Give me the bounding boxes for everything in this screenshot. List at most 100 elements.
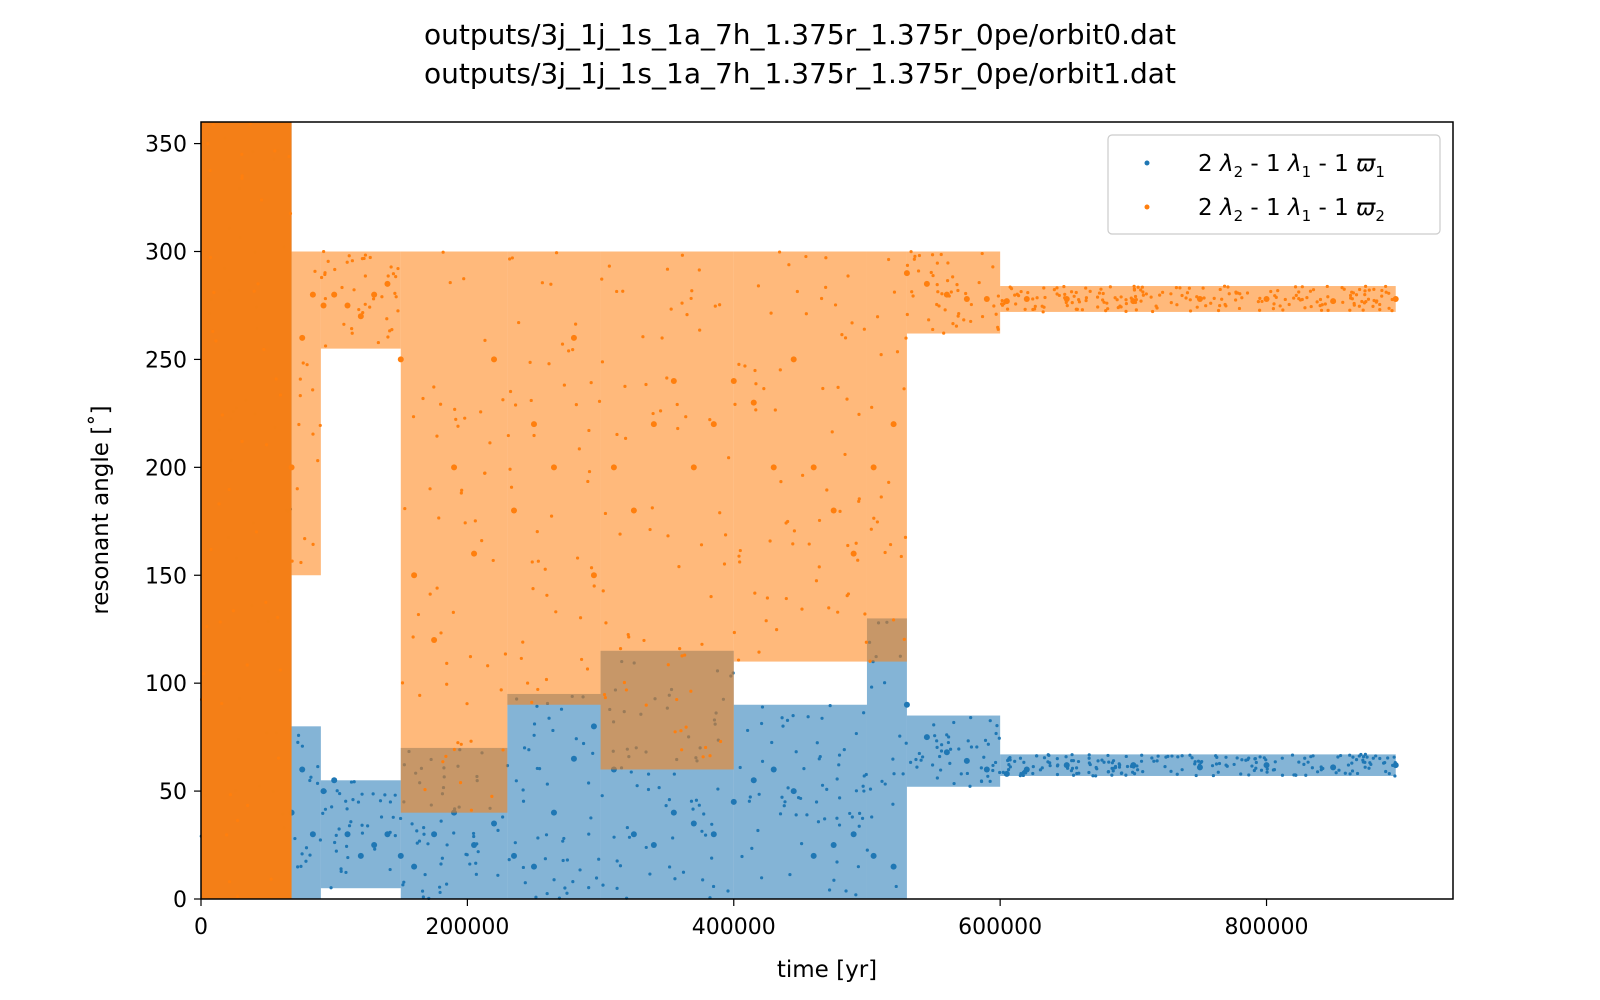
series-2-point [384, 280, 391, 287]
series-1-point [770, 766, 777, 773]
series-2-band-1 [201, 122, 292, 899]
series-1-point [397, 852, 404, 859]
y-tick-label: 200 [145, 456, 187, 481]
series-1-point [511, 852, 517, 859]
x-tick-label: 800000 [1225, 915, 1309, 940]
series-1-point [630, 831, 637, 838]
x-axis: 0 200000 400000 600000 800000 [194, 899, 1309, 940]
series-1-point [710, 831, 717, 838]
series-2-point [790, 356, 797, 363]
series-1-point [431, 831, 438, 838]
series-1-point [830, 842, 837, 849]
series-1-point [690, 820, 697, 827]
chart-title-line-1: outputs/3j_1j_1s_1a_7h_1.375r_1.375r_0pe… [424, 18, 1176, 51]
series-2-band-2 [291, 251, 321, 576]
chart-title-line-2: outputs/3j_1j_1s_1a_7h_1.375r_1.375r_0pe… [424, 57, 1176, 90]
series-2-band-3 [320, 251, 401, 349]
x-axis-label: time [yr] [777, 957, 877, 983]
series-2-band-8 [866, 251, 907, 662]
series-2-point [750, 399, 757, 406]
y-tick-label: 300 [145, 241, 187, 266]
series-1-point [810, 852, 817, 859]
x-tick-label: 600000 [958, 915, 1042, 940]
legend-marker-series-1 [1144, 160, 1150, 166]
series-2-point [690, 464, 697, 471]
series-1-point [530, 863, 537, 870]
series-1-point [491, 820, 498, 827]
series-1-point [411, 863, 418, 870]
series-2-band-4 [400, 251, 508, 813]
series-2-band-7 [733, 251, 867, 662]
series-1-point [670, 809, 677, 816]
series-1-band-5 [507, 693, 601, 899]
series-1-band-8 [866, 618, 907, 899]
series-1-point [923, 734, 930, 741]
series-2-point [810, 464, 817, 471]
series-2-band-6 [600, 251, 734, 770]
y-tick-label: 0 [173, 888, 187, 913]
y-tick-label: 50 [159, 780, 187, 805]
series-2-point [983, 295, 990, 302]
series-1-point [903, 701, 910, 708]
series-2-band-9 [906, 251, 1001, 334]
series-1-point [357, 852, 364, 859]
y-axis-label: resonant angle [˚] [87, 405, 114, 614]
plot-area [199, 122, 1399, 900]
series-2-point [491, 356, 498, 363]
series-1-point [983, 766, 990, 773]
series-2-point [1330, 298, 1337, 305]
series-1-point [550, 809, 557, 816]
legend: 2 λ2 - 1 λ1 - 1 ϖ1 2 λ2 - 1 λ1 - 1 ϖ2 [1107, 134, 1441, 235]
series-2-point [299, 334, 306, 341]
series-2-point [397, 356, 404, 363]
series-1-point [1063, 762, 1070, 769]
y-axis: 0 50 100 150 200 250 300 350 [145, 133, 201, 913]
series-2-point [610, 464, 617, 471]
series-2-point [320, 302, 327, 309]
series-2-point [570, 334, 577, 341]
series-2-point [1263, 295, 1270, 302]
series-2-point [288, 464, 295, 471]
series-1-band-2 [291, 726, 321, 899]
series-1-point [309, 831, 316, 838]
series-1-point [963, 757, 970, 764]
series-2-point [830, 507, 837, 514]
x-tick-label: 400000 [692, 915, 776, 940]
series-1-point [570, 755, 577, 762]
series-2-point [963, 295, 970, 302]
series-1-point [850, 831, 857, 838]
series-2-point [650, 421, 657, 428]
series-2-point [890, 421, 897, 428]
series-1-point [890, 863, 897, 870]
series-1-point [1263, 762, 1270, 769]
series-1-point [1003, 770, 1010, 777]
series-2-point [630, 507, 637, 514]
series-2-point [850, 550, 857, 557]
series-2-point [1392, 295, 1399, 302]
series-2-point [344, 302, 351, 309]
series-2-point [331, 291, 338, 298]
series-1-point [650, 842, 657, 849]
series-1-point [331, 777, 338, 784]
series-1-point [344, 831, 351, 838]
series-2-point [923, 280, 930, 287]
y-tick-label: 100 [145, 672, 187, 697]
series-1-point [371, 842, 378, 849]
series-1-point [590, 723, 597, 730]
x-tick-label: 0 [194, 915, 208, 940]
series-1-point [1330, 764, 1337, 771]
series-1-point [870, 852, 877, 859]
series-1-point [299, 766, 306, 773]
series-2-point [730, 378, 737, 384]
legend-marker-series-2 [1144, 204, 1150, 210]
plot-frame [200, 121, 1454, 900]
y-tick-label: 250 [145, 348, 187, 373]
series-2-band-5 [507, 251, 601, 705]
series-1-band-7 [733, 704, 867, 899]
series-1-band-9 [906, 715, 1001, 787]
series-2 [200, 122, 1399, 899]
series-2-point [411, 572, 418, 579]
series-2-point [770, 464, 777, 471]
series-2-point [309, 291, 316, 298]
